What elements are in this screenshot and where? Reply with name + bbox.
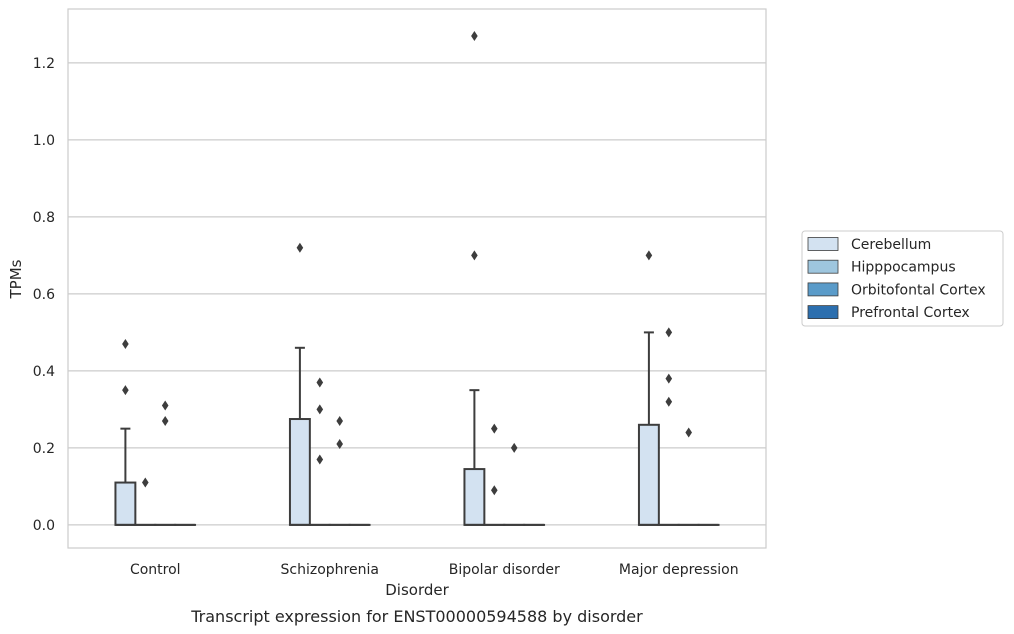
outlier-point bbox=[122, 385, 129, 396]
boxes bbox=[114, 331, 720, 526]
outlier-point bbox=[336, 415, 343, 426]
legend-label: Hipppocampus bbox=[851, 260, 956, 276]
x-axis-label: Disorder bbox=[385, 581, 449, 599]
outlier-point bbox=[316, 404, 324, 415]
outlier-point bbox=[471, 30, 478, 41]
outlier-point bbox=[645, 250, 653, 261]
legend-swatch bbox=[807, 259, 839, 274]
box-cerebellum bbox=[463, 389, 486, 526]
box-body bbox=[637, 423, 660, 526]
outlier-point bbox=[510, 442, 518, 453]
legend-label: Cerebellum bbox=[851, 237, 931, 253]
y-tick-label: 1.2 bbox=[33, 56, 55, 72]
x-tick-labels: Control Schizophrenia Bipolar disorder Majo… bbox=[130, 562, 739, 578]
legend-swatch bbox=[807, 237, 839, 251]
outlier-point bbox=[491, 423, 498, 434]
x-tick-label: Major depression bbox=[619, 562, 739, 578]
outlier-point bbox=[665, 396, 673, 407]
outlier-point bbox=[316, 377, 324, 388]
outlier-point bbox=[471, 250, 478, 261]
outlier-point bbox=[665, 373, 673, 384]
outlier-point bbox=[142, 477, 149, 488]
legend-swatch bbox=[807, 282, 839, 297]
outlier-point bbox=[161, 400, 169, 411]
outliers bbox=[122, 30, 692, 496]
box-cerebellum bbox=[114, 427, 137, 526]
y-tick-labels: 0.0 0.2 0.4 0.6 0.8 1.0 1.2 bbox=[33, 56, 55, 534]
y-tick-label: 0.6 bbox=[33, 287, 55, 303]
legend-swatch bbox=[807, 305, 839, 320]
outlier-point bbox=[665, 327, 673, 338]
outlier-point bbox=[336, 439, 343, 450]
legend-label: Prefrontal Cortex bbox=[851, 305, 970, 321]
x-tick-label: Bipolar disorder bbox=[449, 562, 560, 578]
box-body bbox=[463, 468, 486, 526]
y-tick-label: 0.2 bbox=[33, 441, 55, 457]
legend-frame bbox=[801, 230, 1004, 327]
outlier-point bbox=[296, 242, 304, 253]
outlier-point bbox=[685, 427, 692, 438]
plot-frame bbox=[67, 8, 767, 549]
x-tick-label: Schizophrenia bbox=[281, 562, 379, 578]
chart-caption: Transcript expression for ENST0000059458… bbox=[190, 607, 643, 626]
outlier-point bbox=[491, 485, 498, 496]
x-tick-label: Control bbox=[130, 562, 181, 578]
legend-label: Orbitofontal Cortex bbox=[851, 282, 986, 298]
outlier-point bbox=[161, 415, 169, 426]
y-axis-label: TPMs bbox=[7, 259, 25, 299]
y-tick-label: 0.0 bbox=[33, 518, 55, 534]
outlier-point bbox=[122, 338, 129, 349]
outlier-point bbox=[316, 454, 324, 465]
box-cerebellum bbox=[288, 346, 311, 526]
box-body bbox=[288, 418, 311, 526]
legend: Cerebellum Hipppocampus Orbitofontal Corte… bbox=[801, 230, 1004, 327]
y-tick-label: 0.8 bbox=[33, 210, 55, 226]
y-tick-label: 0.4 bbox=[33, 364, 55, 380]
box-body bbox=[114, 481, 137, 526]
gridlines bbox=[68, 62, 766, 526]
box-cerebellum bbox=[637, 331, 660, 526]
y-tick-label: 1.0 bbox=[33, 133, 55, 149]
